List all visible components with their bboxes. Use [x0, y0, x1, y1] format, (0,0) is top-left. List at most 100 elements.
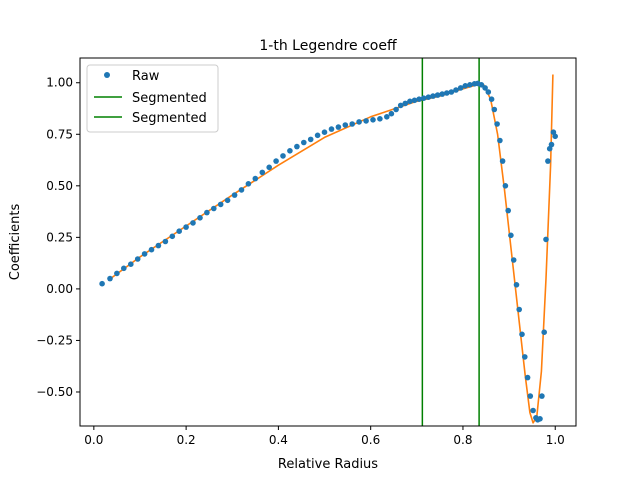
raw-point — [370, 117, 376, 123]
raw-point — [393, 106, 399, 113]
raw-point — [397, 102, 404, 109]
y-axis-label: Coefficients — [8, 204, 23, 281]
raw-point — [457, 85, 464, 91]
y-tick-label: 0.00 — [46, 282, 73, 296]
legend: Raw Segmented Segmented — [86, 64, 219, 133]
raw-point — [204, 209, 210, 216]
raw-point — [307, 136, 314, 143]
raw-point — [444, 90, 450, 96]
raw-point — [259, 169, 266, 176]
raw-point — [516, 306, 522, 313]
raw-point — [141, 251, 148, 257]
series-layer — [99, 58, 558, 426]
raw-point — [190, 220, 196, 226]
raw-point — [238, 187, 245, 193]
raw-point — [266, 164, 273, 171]
raw-point — [513, 282, 520, 288]
raw-point — [420, 95, 427, 101]
raw-point — [430, 93, 436, 99]
y-axis-ticks: −0.50 −0.25 0.00 0.25 0.50 0.75 1.00 — [36, 76, 80, 399]
raw-point — [541, 329, 547, 336]
x-tick-label: 0.4 — [269, 433, 288, 447]
raw-point — [499, 158, 506, 164]
raw-point — [527, 393, 534, 399]
raw-point — [134, 256, 141, 262]
raw-point — [494, 121, 500, 127]
raw-point — [335, 124, 342, 130]
raw-point — [510, 257, 517, 263]
raw-point — [273, 158, 279, 164]
x-tick-label: 0.6 — [361, 433, 380, 447]
x-axis-ticks: 0.0 0.2 0.4 0.6 0.8 1.0 — [84, 426, 565, 447]
raw-point — [211, 205, 217, 212]
raw-point — [356, 119, 362, 125]
y-tick-label: 0.25 — [46, 230, 73, 244]
y-tick-label: −0.25 — [36, 333, 73, 347]
raw-point — [301, 139, 307, 146]
raw-point — [321, 129, 328, 135]
raw-point — [183, 224, 189, 230]
raw-point — [537, 416, 543, 422]
raw-point — [294, 143, 300, 150]
legend-label-raw: Raw — [132, 69, 160, 84]
raw-point — [416, 96, 422, 102]
raw-point — [519, 331, 525, 338]
raw-point — [328, 126, 335, 132]
raw-point — [107, 275, 113, 282]
raw-point — [425, 94, 432, 100]
raw-point — [439, 91, 446, 97]
x-tick-label: 1.0 — [546, 433, 565, 447]
raw-point — [155, 242, 162, 249]
raw-point — [224, 197, 231, 204]
y-tick-label: −0.50 — [36, 385, 73, 399]
legend-label-segmented-1: Segmented — [132, 91, 207, 106]
raw-point — [508, 232, 514, 239]
raw-point — [280, 153, 286, 159]
raw-point — [342, 122, 349, 128]
raw-point — [467, 82, 473, 88]
raw-point — [148, 246, 155, 253]
raw-point — [314, 132, 321, 139]
raw-point — [287, 148, 293, 154]
raw-point — [128, 261, 134, 268]
raw-point — [434, 92, 441, 98]
raw-point — [245, 181, 252, 187]
plot-frame — [79, 57, 577, 427]
raw-point — [453, 87, 459, 93]
raw-point — [402, 100, 409, 107]
y-tick-label: 1.00 — [46, 76, 73, 90]
legend-marker-raw — [104, 72, 110, 78]
y-tick-label: 0.75 — [46, 127, 73, 141]
raw-point — [505, 207, 512, 214]
raw-point — [231, 192, 238, 198]
x-tick-label: 0.8 — [453, 433, 472, 447]
chart-title: 1-th Legendre coeff — [259, 38, 397, 54]
raw-point — [548, 141, 555, 148]
raw-point — [99, 280, 105, 287]
raw-point — [407, 98, 413, 105]
raw-point — [491, 106, 498, 113]
raw-point — [363, 118, 369, 124]
raw-point — [462, 83, 469, 89]
raw-point — [482, 85, 488, 91]
raw-point — [478, 82, 485, 88]
y-tick-label: 0.50 — [46, 179, 73, 193]
raw-point — [524, 374, 531, 381]
raw-point — [448, 89, 455, 95]
raw-point — [488, 96, 495, 102]
raw-point — [114, 270, 120, 277]
raw-point — [545, 158, 551, 164]
raw-point — [552, 133, 558, 140]
x-axis-label: Relative Radius — [278, 457, 378, 472]
raw-point — [121, 265, 127, 272]
raw-point — [485, 89, 492, 95]
raw-point — [411, 97, 418, 104]
raw-point — [384, 114, 390, 120]
raw-point — [349, 121, 356, 127]
raw-point — [197, 215, 203, 221]
raw-point — [502, 183, 509, 189]
legend-box — [86, 64, 219, 133]
raw-point — [252, 175, 259, 182]
raw-point — [388, 110, 395, 117]
